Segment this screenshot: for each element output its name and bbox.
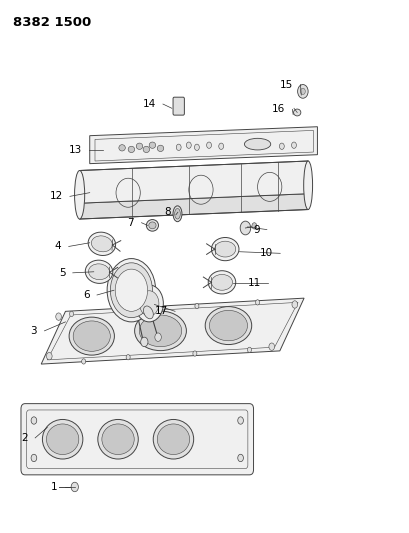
Text: 13: 13 [68, 146, 81, 156]
Circle shape [291, 142, 296, 148]
Text: 16: 16 [271, 104, 284, 114]
Circle shape [46, 352, 52, 360]
Circle shape [126, 307, 130, 312]
Ellipse shape [153, 419, 193, 459]
Circle shape [218, 143, 223, 149]
Ellipse shape [303, 161, 312, 209]
Ellipse shape [101, 424, 134, 455]
Ellipse shape [139, 315, 181, 346]
Ellipse shape [148, 222, 156, 229]
Ellipse shape [74, 171, 85, 219]
Ellipse shape [69, 317, 114, 355]
Ellipse shape [214, 241, 235, 257]
Circle shape [237, 417, 243, 424]
Ellipse shape [173, 206, 182, 222]
Circle shape [194, 144, 199, 150]
FancyBboxPatch shape [173, 97, 184, 115]
Circle shape [176, 144, 181, 150]
Polygon shape [90, 127, 317, 164]
Circle shape [300, 88, 305, 94]
Circle shape [291, 301, 297, 308]
Circle shape [110, 263, 152, 318]
Ellipse shape [209, 310, 247, 341]
Circle shape [139, 291, 159, 316]
FancyBboxPatch shape [21, 403, 253, 475]
Circle shape [31, 417, 37, 424]
Circle shape [297, 85, 308, 98]
Text: 15: 15 [279, 79, 292, 90]
Ellipse shape [136, 143, 142, 149]
Ellipse shape [293, 109, 300, 116]
Circle shape [186, 142, 191, 148]
Text: 8382 1500: 8382 1500 [13, 16, 91, 29]
Circle shape [107, 259, 155, 322]
Ellipse shape [157, 145, 163, 151]
Ellipse shape [42, 419, 83, 459]
Text: 8: 8 [164, 207, 170, 217]
Text: 9: 9 [252, 224, 259, 235]
Circle shape [126, 354, 130, 360]
Ellipse shape [149, 142, 155, 148]
Ellipse shape [85, 260, 112, 284]
Text: 11: 11 [247, 278, 260, 288]
Ellipse shape [146, 220, 158, 231]
Circle shape [206, 142, 211, 148]
Text: 4: 4 [55, 241, 61, 252]
Polygon shape [79, 161, 308, 203]
Ellipse shape [211, 238, 238, 261]
Circle shape [237, 454, 243, 462]
Circle shape [247, 347, 251, 352]
Text: 7: 7 [127, 217, 134, 228]
Text: 2: 2 [21, 433, 28, 443]
Text: 5: 5 [59, 268, 65, 278]
Ellipse shape [134, 311, 186, 351]
Text: 14: 14 [142, 99, 155, 109]
Circle shape [194, 303, 198, 309]
Ellipse shape [143, 146, 149, 152]
Circle shape [56, 313, 61, 320]
Ellipse shape [46, 424, 79, 455]
Circle shape [251, 223, 256, 229]
Circle shape [81, 359, 85, 364]
Ellipse shape [157, 424, 189, 455]
Ellipse shape [211, 274, 232, 290]
Circle shape [115, 269, 147, 311]
Ellipse shape [98, 419, 138, 459]
Text: 3: 3 [30, 326, 37, 336]
Circle shape [155, 333, 161, 342]
Ellipse shape [208, 271, 235, 294]
Ellipse shape [73, 321, 110, 351]
Text: 6: 6 [83, 290, 90, 300]
Polygon shape [41, 298, 303, 364]
Circle shape [279, 143, 283, 149]
Ellipse shape [91, 236, 112, 252]
Ellipse shape [244, 139, 270, 150]
Ellipse shape [204, 306, 251, 344]
Circle shape [268, 343, 274, 350]
Ellipse shape [128, 146, 134, 152]
Circle shape [135, 285, 163, 322]
Text: 12: 12 [49, 191, 63, 201]
Ellipse shape [88, 264, 109, 280]
Circle shape [255, 300, 259, 305]
Circle shape [140, 337, 148, 346]
Circle shape [31, 454, 37, 462]
Text: 17: 17 [154, 306, 167, 316]
Circle shape [240, 221, 250, 235]
Ellipse shape [88, 232, 115, 255]
Ellipse shape [143, 306, 153, 319]
Circle shape [192, 351, 196, 356]
Polygon shape [79, 193, 308, 219]
Circle shape [71, 482, 78, 492]
Ellipse shape [174, 208, 180, 219]
Circle shape [70, 311, 73, 317]
Text: 10: 10 [259, 248, 272, 259]
Ellipse shape [119, 144, 125, 151]
Text: 1: 1 [51, 482, 57, 492]
